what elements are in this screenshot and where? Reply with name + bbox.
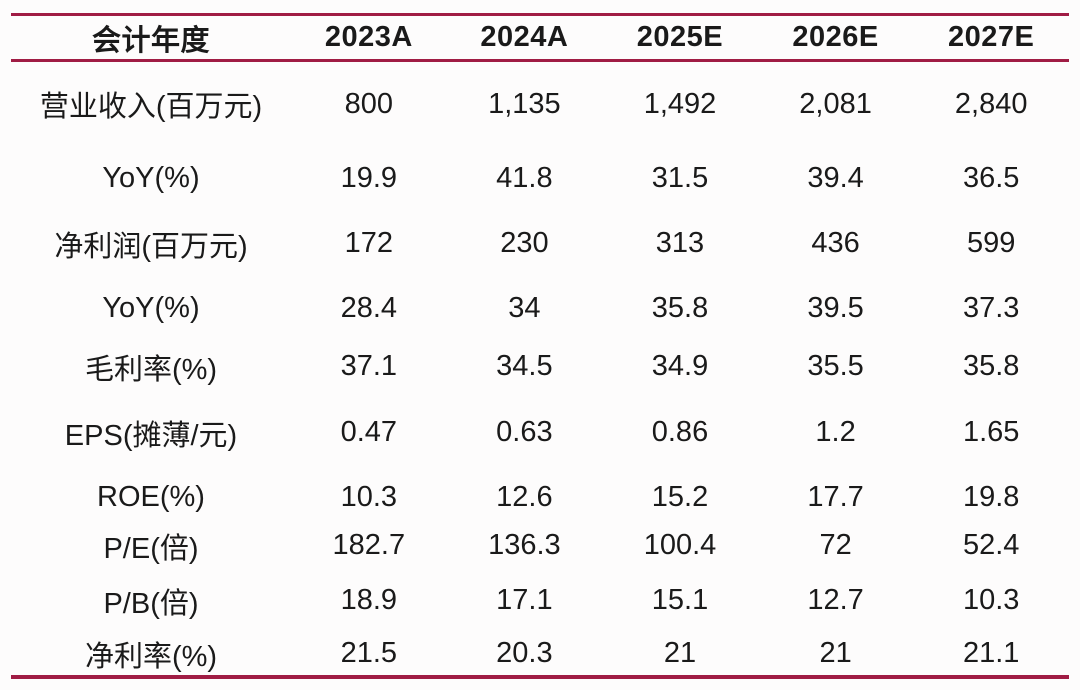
cell: 35.5 — [807, 350, 864, 382]
financial-forecast-table: 会计年度 2023A 2024A 2025E 2026E 2027E 营业收入(… — [11, 13, 1069, 679]
table-row-roe: ROE(%) 10.3 12.6 15.2 17.7 19.8 — [11, 473, 1069, 523]
column-header-2023a: 2023A — [324, 21, 413, 53]
row-label: EPS(摊薄/元) — [64, 419, 238, 452]
column-header-2027e: 2027E — [948, 21, 1035, 53]
cell: 34.9 — [651, 350, 709, 382]
cell: 599 — [966, 227, 1016, 259]
cell: 72 — [819, 529, 852, 561]
row-label: P/E(倍) — [103, 532, 199, 565]
cell: 41.8 — [496, 162, 553, 194]
cell: 21 — [819, 637, 852, 669]
cell: 0.63 — [496, 416, 553, 448]
cell: 313 — [655, 227, 705, 259]
cell: 2,840 — [954, 87, 1028, 120]
cell: 28.4 — [340, 292, 398, 324]
cell: 39.4 — [807, 162, 864, 194]
cell: 1.65 — [962, 416, 1020, 448]
cell: 37.1 — [340, 350, 398, 382]
cell: 20.3 — [496, 637, 553, 669]
table-row-pb: P/B(倍) 18.9 17.1 15.1 12.7 10.3 — [11, 569, 1069, 633]
cell: 36.5 — [962, 162, 1020, 194]
table-row-eps: EPS(摊薄/元) 0.47 0.63 0.86 1.2 1.65 — [11, 393, 1069, 473]
cell: 136.3 — [488, 529, 561, 561]
cell: 12.7 — [807, 584, 864, 616]
row-label: ROE(%) — [97, 481, 205, 513]
cell: 21.1 — [962, 637, 1020, 669]
column-header-2026e: 2026E — [792, 21, 879, 53]
cell: 182.7 — [332, 529, 406, 561]
cell: 1.2 — [815, 416, 856, 448]
cell: 10.3 — [962, 584, 1020, 616]
cell: 15.2 — [651, 481, 709, 513]
cell: 1,135 — [488, 87, 561, 120]
column-header-fiscal-year: 会计年度 — [91, 24, 210, 57]
cell: 10.3 — [340, 481, 398, 513]
table-row-gross-margin: 毛利率(%) 37.1 34.5 34.9 35.5 35.8 — [11, 341, 1069, 393]
row-label: 净利率(%) — [84, 640, 218, 673]
cell: 172 — [344, 227, 393, 259]
cell: 39.5 — [807, 292, 864, 324]
column-header-2024a: 2024A — [480, 21, 569, 53]
cell: 436 — [811, 227, 860, 259]
cell: 34.5 — [496, 350, 553, 382]
cell: 0.86 — [651, 416, 709, 448]
cell: 2,081 — [799, 87, 872, 120]
cell: 35.8 — [962, 350, 1020, 382]
cell: 800 — [344, 87, 393, 120]
cell: 15.1 — [651, 584, 709, 616]
column-header-2025e: 2025E — [636, 21, 724, 53]
cell: 35.8 — [651, 292, 709, 324]
cell: 18.9 — [340, 584, 398, 616]
table-row-net-margin: 净利率(%) 21.5 20.3 21 21 21.1 — [11, 633, 1069, 677]
cell: 52.4 — [962, 529, 1020, 561]
table-row-net-profit-yoy: YoY(%) 28.4 34 35.8 39.5 37.3 — [11, 277, 1069, 341]
table-row-pe: P/E(倍) 182.7 136.3 100.4 72 52.4 — [11, 523, 1069, 569]
row-label: 营业收入(百万元) — [39, 91, 263, 124]
table-row-net-profit: 净利润(百万元) 172 230 313 436 599 — [11, 211, 1069, 277]
cell: 100.4 — [643, 529, 717, 561]
cell: 0.47 — [340, 416, 398, 448]
row-label: P/B(倍) — [103, 587, 199, 620]
row-label: YoY(%) — [102, 162, 200, 194]
row-label: 净利润(百万元) — [54, 230, 248, 263]
cell: 1,492 — [643, 87, 717, 120]
cell: 230 — [500, 227, 549, 259]
cell: 21.5 — [340, 637, 398, 669]
cell: 21 — [663, 637, 697, 669]
table-header-row: 会计年度 2023A 2024A 2025E 2026E 2027E — [11, 15, 1069, 61]
table-row-revenue: 营业收入(百万元) 800 1,135 1,492 2,081 2,840 — [11, 61, 1069, 147]
cell: 17.1 — [496, 584, 553, 616]
cell: 17.7 — [807, 481, 864, 513]
row-label: YoY(%) — [102, 292, 200, 324]
cell: 31.5 — [651, 162, 709, 194]
cell: 19.8 — [962, 481, 1020, 513]
row-label: 毛利率(%) — [84, 353, 218, 386]
cell: 19.9 — [340, 162, 398, 194]
cell: 37.3 — [962, 292, 1020, 324]
cell: 34 — [508, 292, 541, 324]
cell: 12.6 — [496, 481, 553, 513]
table-row-revenue-yoy: YoY(%) 19.9 41.8 31.5 39.4 36.5 — [11, 147, 1069, 211]
